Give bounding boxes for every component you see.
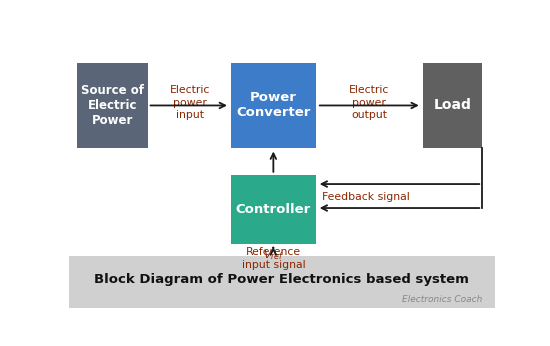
Text: Load: Load <box>433 99 471 112</box>
Text: Reference
input signal: Reference input signal <box>241 247 305 270</box>
Text: Feedback signal: Feedback signal <box>322 192 410 202</box>
Bar <box>69 256 495 308</box>
Text: Controller: Controller <box>236 203 311 216</box>
Text: Block Diagram of Power Electronics based system: Block Diagram of Power Electronics based… <box>95 273 469 286</box>
Text: $\mathit{V}_{ref}$: $\mathit{V}_{ref}$ <box>263 248 284 262</box>
Bar <box>77 63 147 148</box>
Text: Electric
power
output: Electric power output <box>349 85 389 120</box>
Bar <box>231 175 316 244</box>
Text: Power
Converter: Power Converter <box>236 91 311 119</box>
Bar <box>422 63 482 148</box>
Text: Source of
Electric
Power: Source of Electric Power <box>81 84 144 127</box>
Text: Electric
power
input: Electric power input <box>170 85 211 120</box>
Bar <box>231 63 316 148</box>
Text: Electronics Coach: Electronics Coach <box>402 295 482 304</box>
